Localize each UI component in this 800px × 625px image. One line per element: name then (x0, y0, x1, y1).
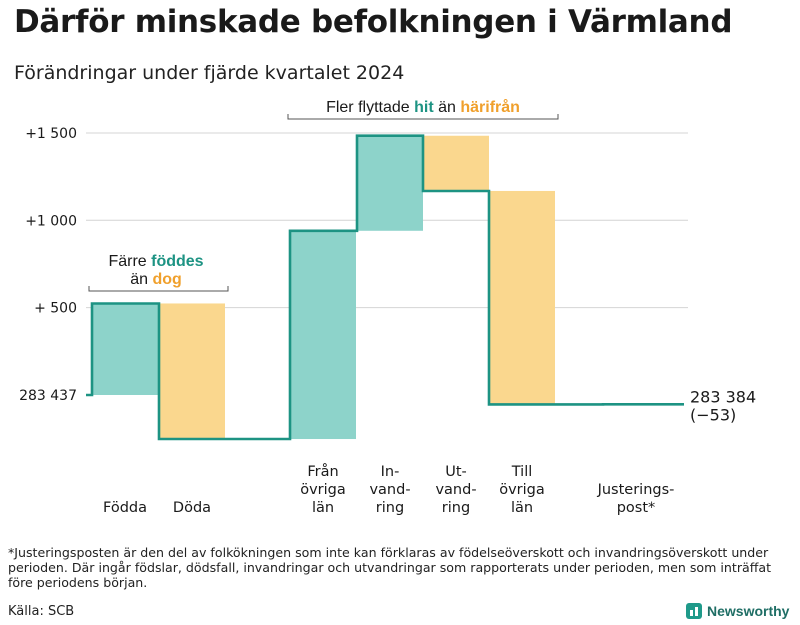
annotation-part: föddes (151, 253, 204, 270)
waterfall-bar (423, 135, 489, 191)
annotation-part: än (130, 271, 152, 288)
chart-title: Därför minskade befolkningen i Värmland (14, 4, 733, 40)
end-change-label: (−53) (690, 405, 736, 424)
bar-chart-icon (686, 603, 702, 619)
annotation-part: än (434, 99, 461, 116)
category-label: post* (617, 500, 656, 516)
category-label: Justerings- (597, 482, 675, 498)
annotation-part: Färre (108, 253, 151, 270)
cumulative-step-line (86, 134, 684, 441)
category-label: In- (381, 464, 400, 480)
y-tick-label: +1 000 (25, 213, 77, 229)
annotation-bracket (287, 114, 559, 120)
annotation-part: dog (152, 271, 181, 288)
annotation-bracket (88, 286, 229, 292)
annotation-births-line1: Färre föddes (108, 253, 203, 270)
footnote: *Justeringsposten är den del av folkökni… (8, 545, 772, 590)
y-tick-label: +1 500 (25, 126, 77, 142)
category-label: vand- (369, 482, 410, 498)
waterfall-bar (290, 230, 356, 440)
category-label: ring (442, 500, 470, 516)
annotation-part: härifrån (460, 98, 520, 116)
category-label: län (511, 500, 533, 516)
category-label: vand- (435, 482, 476, 498)
category-label: övriga (300, 482, 346, 498)
brand-logo[interactable]: Newsworthy (686, 603, 789, 619)
chart-subtitle: Förändringar under fjärde kvartalet 2024 (14, 62, 405, 84)
end-value-label: 283 384 (690, 387, 756, 406)
waterfall-bar (357, 135, 423, 231)
annotation-part: hit (414, 99, 434, 116)
waterfall-bar (489, 190, 555, 405)
source-label: Källa: SCB (8, 604, 75, 619)
waterfall-bar (159, 303, 225, 440)
waterfall-chart: +1 500 +1 000 + 500 283 437 283 384(−53) Född… (19, 98, 756, 516)
category-label: Ut- (445, 464, 467, 480)
annotation-part: Fler flyttade (326, 99, 414, 116)
category-label: län (312, 500, 334, 516)
category-label: ring (376, 500, 404, 516)
y-tick-label: + 500 (34, 301, 77, 317)
category-label: Till (511, 464, 533, 480)
annotation-moves: Fler flyttade hit än härifrån (326, 98, 520, 116)
category-label: övriga (499, 482, 545, 498)
waterfall-bar (92, 303, 158, 395)
annotation-births-line2: än dog (130, 271, 182, 288)
brand-name: Newsworthy (707, 603, 790, 619)
category-label: Från (307, 463, 338, 480)
category-label: Födda (103, 500, 147, 516)
start-value-label: 283 437 (19, 388, 77, 404)
category-label: Döda (173, 500, 211, 516)
